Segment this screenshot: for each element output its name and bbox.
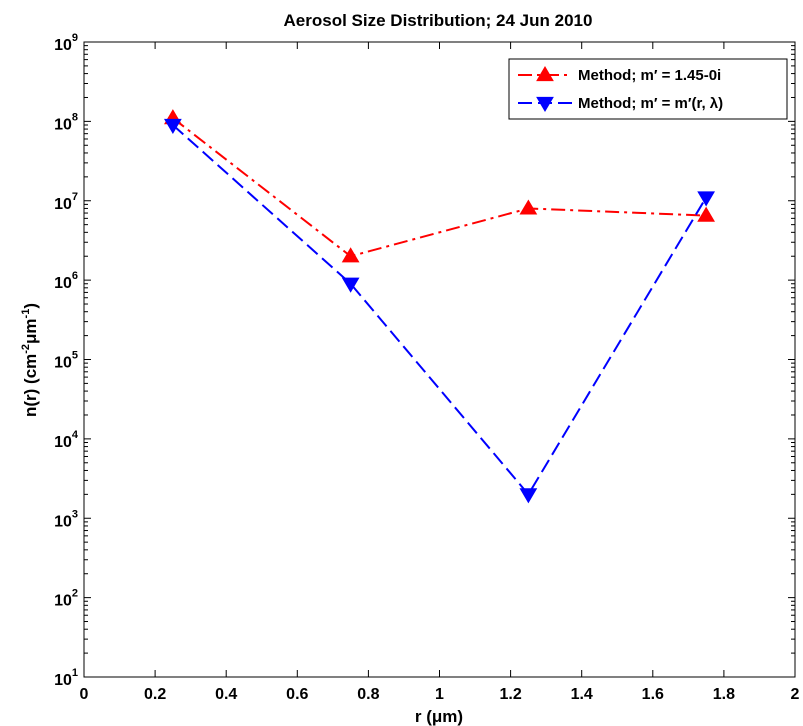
series-2-point (519, 488, 538, 504)
x-tick-label: 1.8 (713, 686, 735, 703)
y-tick-label: 103 (54, 508, 78, 530)
y-tick-label: 102 (54, 588, 78, 610)
legend: Method; m′ = 1.45-0i Method; m′ = m′(r, λ… (508, 58, 788, 120)
y-axis-label: n(r) (cm-2μm-1) (20, 303, 40, 417)
y-tick-label: 101 (54, 667, 78, 689)
y-axis-label-exp2: -1 (20, 309, 32, 319)
legend-label: Method; m′ = 1.45-0i (578, 67, 721, 84)
x-axis-label: r (μm) (415, 707, 463, 726)
y-tick-label: 105 (54, 350, 78, 372)
x-tick-label: 0.8 (357, 686, 379, 703)
series-1-point (519, 199, 538, 215)
legend-box (508, 58, 788, 120)
y-tick-label: 108 (54, 111, 78, 133)
series-layer (164, 109, 715, 504)
y-axis-label-end: ) (21, 303, 40, 309)
series-2-line (172, 124, 707, 497)
x-tick-label: 0.6 (286, 686, 308, 703)
legend-marker (536, 96, 554, 112)
y-axis-label-main: n(r) (cm (21, 354, 40, 417)
legend-marker (536, 66, 554, 82)
legend-item-2: Method; m′ = m′(r, λ) (518, 95, 723, 112)
y-tick-label: 107 (54, 191, 78, 213)
series-1-point (341, 247, 360, 263)
y-tick-label: 109 (54, 32, 78, 54)
series-1-line (172, 117, 707, 258)
y-tick-label: 106 (54, 270, 78, 292)
y-axis-label-unit: μm (21, 318, 40, 344)
y-tick-label: 104 (54, 429, 79, 451)
x-tick-label: 0.4 (215, 686, 237, 703)
y-axis: 101 102 103 104 105 106 107 108 109 (54, 32, 795, 689)
series-2-point (164, 118, 182, 134)
x-tick-label: 2 (791, 686, 800, 703)
x-tick-label: 0 (80, 686, 89, 703)
plot-area (83, 41, 796, 678)
x-tick-label: 1 (435, 686, 444, 703)
chart-title: Aerosol Size Distribution; 24 Jun 2010 (284, 11, 593, 30)
x-tick-label: 1.2 (499, 686, 521, 703)
x-axis: 0 0.2 0.4 0.6 0.8 1 1.2 1.4 1.6 1.8 2 (80, 42, 800, 703)
legend-item-1: Method; m′ = 1.45-0i (518, 66, 721, 84)
series-2-point (697, 191, 715, 207)
x-tick-label: 1.6 (642, 686, 664, 703)
x-tick-label: 1.4 (571, 686, 593, 703)
series-1-point (697, 206, 715, 222)
legend-label: Method; m′ = m′(r, λ) (578, 95, 723, 112)
y-axis-label-exp1: -2 (20, 344, 32, 354)
series-2-point (341, 277, 360, 293)
x-tick-label: 0.2 (144, 686, 166, 703)
series-2 (164, 118, 715, 504)
